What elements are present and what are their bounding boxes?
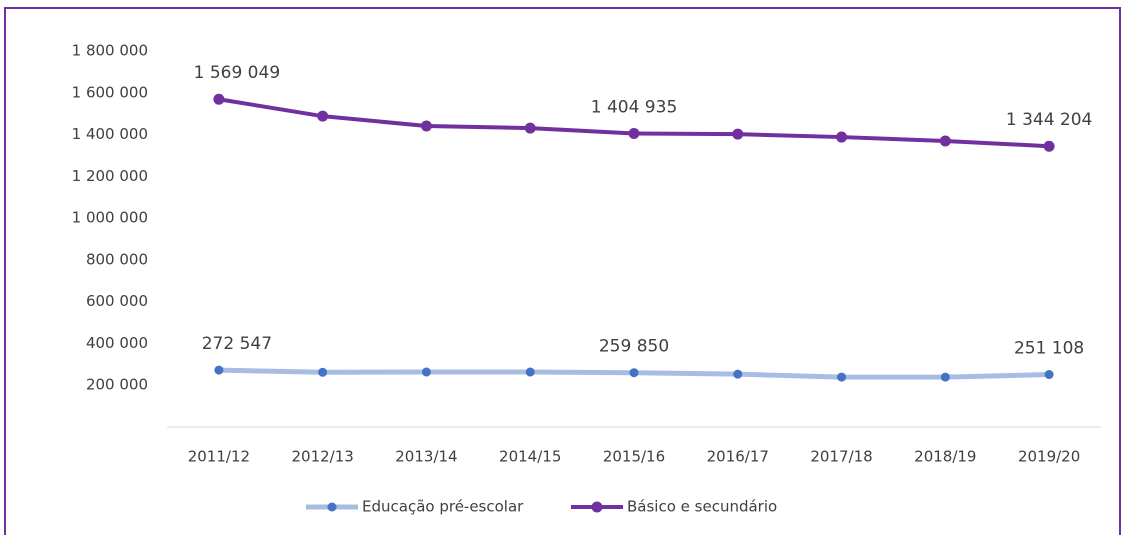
- marker: [1043, 140, 1055, 152]
- x-tick-label: 2013/14: [395, 448, 457, 466]
- legend-marker: [591, 501, 603, 513]
- y-tick-label: 1 000 000: [72, 209, 148, 227]
- x-tick-label: 2014/15: [499, 448, 561, 466]
- marker: [213, 93, 225, 105]
- y-tick-label: 200 000: [86, 376, 148, 394]
- y-tick-label: 1 600 000: [72, 83, 148, 101]
- data-label: 251 108: [1014, 339, 1084, 359]
- legend-label: Educação pré-escolar: [362, 498, 524, 516]
- marker: [525, 367, 535, 377]
- frame: [4, 7, 1121, 535]
- marker: [1044, 370, 1054, 380]
- x-tick-label: 2011/12: [188, 448, 250, 466]
- data-label: 1 569 049: [194, 63, 281, 83]
- x-tick-label: 2015/16: [603, 448, 665, 466]
- marker: [420, 120, 432, 132]
- data-label: 1 344 204: [1006, 110, 1093, 130]
- marker: [837, 372, 847, 382]
- marker: [524, 122, 536, 134]
- data-label: 259 850: [599, 337, 669, 357]
- marker: [836, 131, 848, 143]
- y-tick-label: 600 000: [86, 292, 148, 310]
- marker: [629, 368, 639, 378]
- x-tick-label: 2017/18: [810, 448, 872, 466]
- x-tick-label: 2018/19: [914, 448, 976, 466]
- x-tick-label: 2019/20: [1018, 448, 1080, 466]
- data-label: 1 404 935: [591, 98, 678, 118]
- marker: [940, 372, 950, 382]
- data-label: 272 547: [202, 334, 272, 354]
- y-tick-label: 400 000: [86, 334, 148, 352]
- y-tick-label: 1 800 000: [72, 42, 148, 60]
- marker: [732, 128, 744, 140]
- marker: [317, 110, 329, 122]
- y-tick-label: 1 400 000: [72, 125, 148, 143]
- marker: [628, 128, 640, 140]
- marker: [214, 365, 224, 375]
- marker: [318, 367, 328, 377]
- legend-marker: [327, 502, 337, 512]
- marker: [939, 135, 951, 147]
- marker: [733, 369, 743, 379]
- y-tick-label: 800 000: [86, 250, 148, 268]
- x-tick-label: 2012/13: [292, 448, 354, 466]
- marker: [421, 367, 431, 377]
- y-tick-label: 1 200 000: [72, 167, 148, 185]
- legend-label: Básico e secundário: [627, 498, 777, 516]
- x-tick-label: 2016/17: [707, 448, 769, 466]
